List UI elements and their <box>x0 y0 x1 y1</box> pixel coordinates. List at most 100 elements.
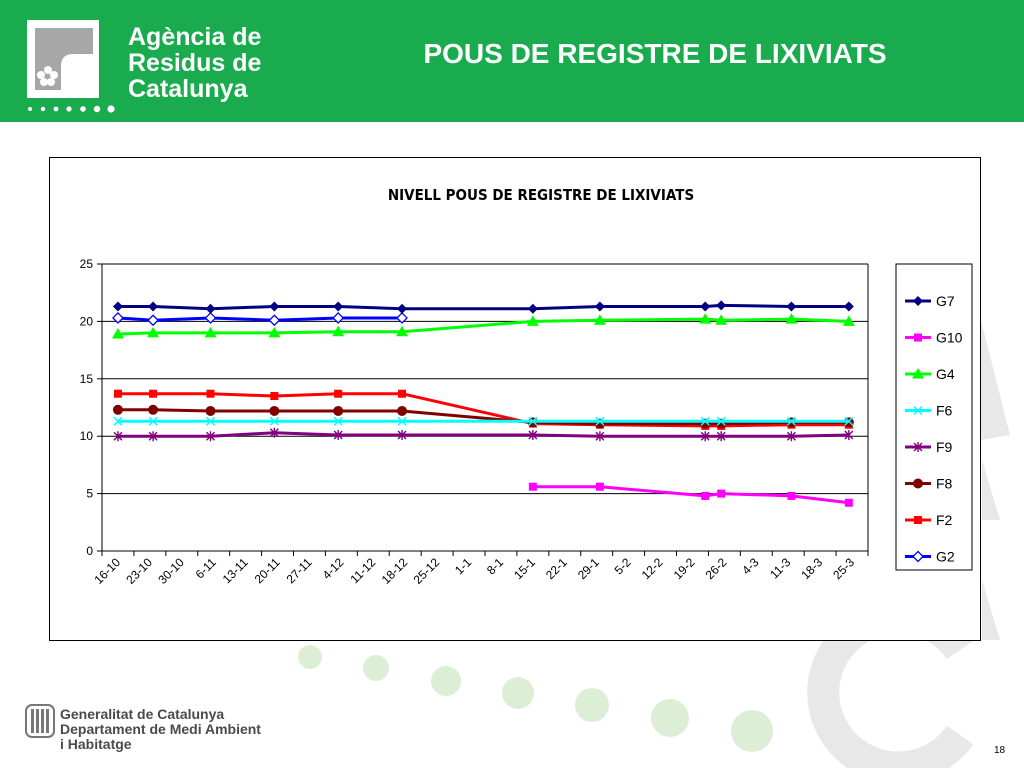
y-tick-label: 0 <box>86 544 93 558</box>
x-tick-label: 23-10 <box>123 555 155 587</box>
legend-label-f9: F9 <box>936 439 953 455</box>
series-line-g2 <box>117 316 403 322</box>
data-point-g4 <box>111 328 124 339</box>
agency-name-line: Catalunya <box>128 75 248 103</box>
x-tick-label: 18-12 <box>379 555 411 587</box>
legend-marker-f2 <box>914 516 922 524</box>
data-point-g7 <box>700 301 711 312</box>
data-point-g7 <box>205 303 216 314</box>
x-tick-label: 20-11 <box>252 555 283 586</box>
data-point-f9 <box>595 431 605 442</box>
data-point-f9 <box>844 430 854 441</box>
x-tick-label: 11-12 <box>347 555 378 586</box>
data-point-g4 <box>842 315 855 326</box>
x-tick-label: 30-10 <box>155 555 187 587</box>
series-line-g10 <box>532 485 850 505</box>
data-point-f2 <box>149 389 158 398</box>
data-point-g2 <box>147 314 159 327</box>
agency-name: Agència de Residus de Catalunya <box>128 24 261 102</box>
agency-name-line: Agència de <box>128 23 262 51</box>
decorative-dots <box>298 645 773 752</box>
y-tick-label: 10 <box>80 429 94 443</box>
x-tick-label: 29-1 <box>575 555 602 582</box>
agency-logo <box>27 20 99 98</box>
legend-label-g4: G4 <box>936 366 955 382</box>
x-tick-label: 4-12 <box>320 555 347 582</box>
data-point-g4 <box>526 315 539 326</box>
series-line-f9 <box>117 431 849 438</box>
data-point-f9 <box>397 430 407 441</box>
data-point-g4 <box>593 314 606 325</box>
data-point-g10 <box>787 491 796 500</box>
logo-dots <box>28 105 115 113</box>
chart-title: NIVELL POUS DE REGISTRE DE LIXIVIATS <box>388 187 694 204</box>
data-point-f6 <box>205 416 216 426</box>
data-point-g4 <box>699 313 712 324</box>
data-point-f9 <box>786 431 796 442</box>
legend-label-f2: F2 <box>936 512 953 528</box>
data-point-g2 <box>396 312 408 324</box>
legend-marker-f9 <box>913 442 923 452</box>
data-point-f2 <box>398 389 407 398</box>
data-point-f2 <box>206 389 215 398</box>
data-point-f9 <box>700 431 710 442</box>
data-point-g2 <box>204 312 217 324</box>
data-point-f6 <box>333 416 343 426</box>
data-point-f8 <box>333 405 344 416</box>
data-point-f6 <box>700 416 710 426</box>
data-point-f9 <box>269 427 279 438</box>
data-point-f6 <box>595 416 605 426</box>
footer-line: Departament de Medi Ambient <box>60 721 261 737</box>
x-tick-label: 13-11 <box>220 555 251 586</box>
y-tick-label: 25 <box>80 257 94 271</box>
data-point-g4 <box>715 314 728 325</box>
legend-marker-f8 <box>913 478 923 489</box>
data-point-f9 <box>148 431 158 442</box>
legend-marker-g7 <box>913 296 923 306</box>
x-tick-label: 15-1 <box>511 555 538 582</box>
data-point-g7 <box>269 301 280 312</box>
line-chart: NIVELL POUS DE REGISTRE DE LIXIVIATS 0 5 10… <box>80 187 973 587</box>
data-point-f9 <box>206 431 216 442</box>
x-tick-label: 6-11 <box>193 555 219 581</box>
data-point-g2 <box>112 312 124 324</box>
chart-frame: NIVELL POUS DE REGISTRE DE LIXIVIATS 0 5 10… <box>49 157 981 641</box>
data-point-g7 <box>527 303 538 314</box>
data-point-f6 <box>786 416 796 426</box>
data-point-f8 <box>148 404 159 415</box>
x-tick-label: 11-3 <box>767 555 793 581</box>
x-tick-label: 5-2 <box>612 555 634 577</box>
legend-label-g2: G2 <box>936 549 955 565</box>
data-point-f9 <box>333 430 343 441</box>
data-point-g10 <box>528 482 537 491</box>
data-point-f6 <box>269 416 279 426</box>
data-point-g4 <box>268 326 281 338</box>
data-point-f6 <box>113 416 123 426</box>
data-point-f6 <box>844 416 854 426</box>
x-tick-label: 19-2 <box>671 555 698 582</box>
data-point-g4 <box>204 326 217 338</box>
data-point-g7 <box>843 301 854 312</box>
x-tick-label: 1-1 <box>452 555 474 577</box>
data-point-f8 <box>269 405 280 416</box>
data-point-f8 <box>112 404 123 415</box>
series-line-f8 <box>117 408 849 426</box>
legend-label-f8: F8 <box>936 476 953 492</box>
data-point-g7 <box>148 301 159 312</box>
data-point-f6 <box>397 416 407 426</box>
data-point-g4 <box>332 325 345 337</box>
data-point-f2 <box>334 389 343 398</box>
data-point-f6 <box>716 416 726 426</box>
page-number: 18 <box>994 745 1006 756</box>
header-bar: Agència de Residus de Catalunya POUS DE … <box>0 0 1024 122</box>
series-line-g4 <box>117 317 849 336</box>
series-line-g7 <box>117 303 849 311</box>
x-tick-label: 4-3 <box>739 555 761 577</box>
data-point-f9 <box>716 431 726 442</box>
data-point-f8 <box>205 405 216 416</box>
x-tick-label: 25-12 <box>411 555 443 587</box>
y-tick-label: 5 <box>86 487 93 501</box>
legend-label-f6: F6 <box>936 403 953 419</box>
x-tick-label: 27-11 <box>284 555 315 586</box>
data-point-g7 <box>333 301 344 312</box>
